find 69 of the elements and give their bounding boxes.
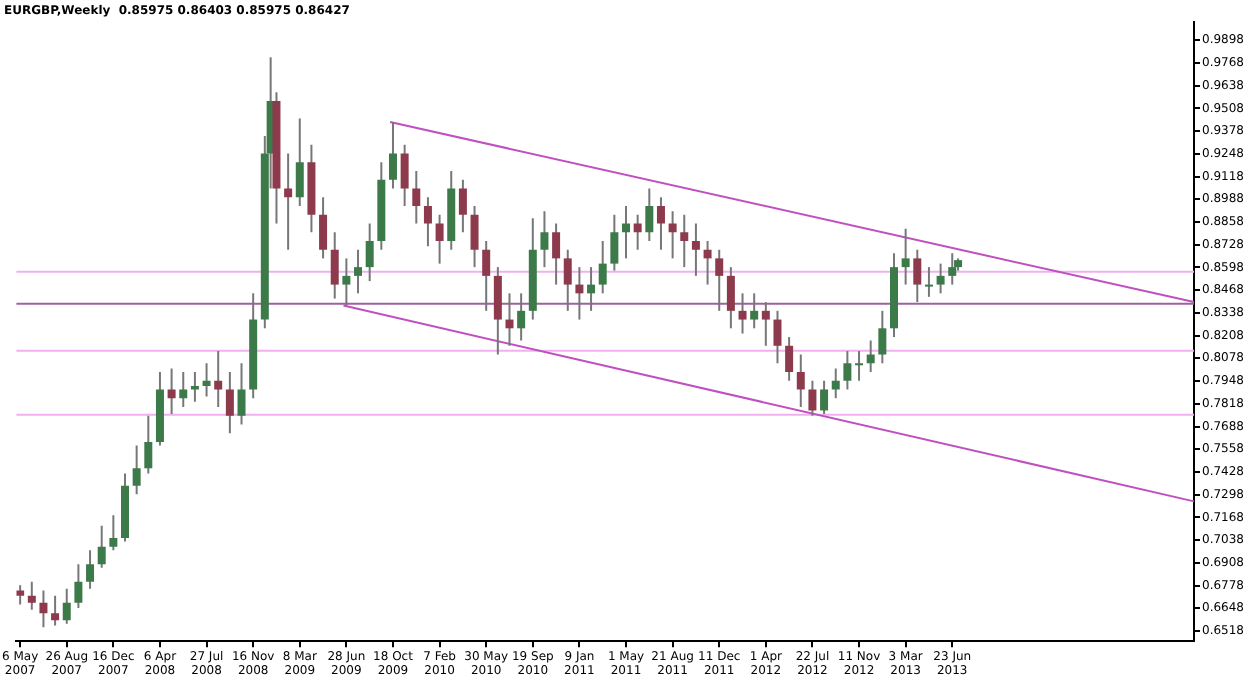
candlestick <box>715 248 724 312</box>
candlestick <box>412 169 421 225</box>
candlestick <box>86 549 95 590</box>
candlestick <box>295 117 304 207</box>
candlestick <box>656 196 665 251</box>
candlestick <box>587 266 596 312</box>
candlestick <box>622 204 631 260</box>
candlestick <box>482 239 491 312</box>
candlestick <box>62 587 71 625</box>
candlestick <box>703 239 712 286</box>
candlestick <box>505 292 514 347</box>
candlestick <box>750 292 759 330</box>
candlestick <box>365 222 374 283</box>
candlestick <box>458 178 467 234</box>
candlestick <box>470 204 479 269</box>
candlestick <box>237 362 246 426</box>
candlestick <box>493 266 502 356</box>
candlestick <box>866 339 875 374</box>
candlestick <box>668 210 677 260</box>
candlestick <box>342 257 351 307</box>
candlestick <box>563 248 572 312</box>
candlestick <box>924 266 933 298</box>
candlestick <box>843 350 852 391</box>
candlestick <box>27 580 36 611</box>
candlestick <box>109 514 118 552</box>
candlestick <box>855 350 864 382</box>
candlestick <box>691 222 700 277</box>
candlestick <box>225 371 234 435</box>
candlestick <box>423 196 432 248</box>
candlestick <box>132 444 141 496</box>
candlestick <box>435 213 444 265</box>
candlestick <box>598 239 607 295</box>
candlestick <box>74 563 83 609</box>
candlestick <box>680 213 689 269</box>
candlestick <box>633 213 642 251</box>
candlestick <box>913 248 922 304</box>
candlestick <box>144 414 153 475</box>
candlestick <box>761 301 770 347</box>
candlestick <box>738 292 747 335</box>
candlestick <box>901 227 910 286</box>
candlestick <box>388 121 397 190</box>
candlestick <box>878 309 887 365</box>
candlestick <box>831 367 840 400</box>
candlestick <box>97 524 106 569</box>
candlestick <box>39 589 48 629</box>
candlestick <box>610 213 619 272</box>
candlestick <box>948 252 957 286</box>
candlestick <box>214 350 223 408</box>
candlestick <box>330 231 339 300</box>
candlestick <box>645 187 654 242</box>
candlestick <box>202 362 211 398</box>
candlestick <box>540 210 549 269</box>
candlestick <box>284 152 293 251</box>
candlestick <box>575 266 584 321</box>
candlestick <box>820 379 829 415</box>
candlestick <box>51 594 60 627</box>
candlestick <box>796 353 805 408</box>
candlestick <box>552 222 561 286</box>
candlestick <box>167 367 176 415</box>
candlestick <box>517 292 526 342</box>
candlestick <box>773 309 782 365</box>
candlestick <box>785 336 794 382</box>
candlestick <box>808 379 817 417</box>
candlestick <box>354 248 363 295</box>
candlestick <box>936 262 945 295</box>
candlestick <box>400 143 409 207</box>
candlestick <box>179 371 188 408</box>
candlestick <box>319 196 328 260</box>
candlestick <box>726 266 735 330</box>
